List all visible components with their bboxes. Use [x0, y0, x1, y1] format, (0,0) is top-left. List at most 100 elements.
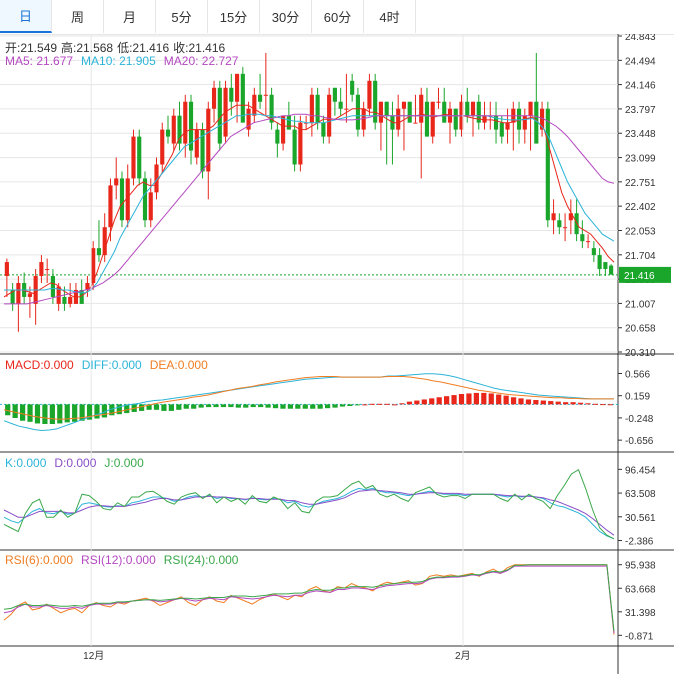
candle-body: [361, 108, 366, 130]
candle-body: [436, 101, 441, 103]
macd-bar: [161, 404, 167, 411]
macd-bar: [265, 404, 271, 408]
tab-7[interactable]: 4时: [364, 0, 416, 33]
tab-1[interactable]: 周: [52, 0, 104, 33]
candle-body: [177, 115, 182, 144]
open-value: 开:21.549: [5, 41, 58, 55]
rsi-info: RSI(6):0.000 RSI(12):0.000 RSI(24):0.000: [5, 553, 246, 567]
macd-bar: [399, 403, 405, 405]
candle-body: [194, 129, 199, 158]
last-price-label: 21.416: [624, 271, 655, 282]
dea-line: [3, 376, 614, 420]
kdj-info: K:0.000 D:0.000 J:0.000: [5, 456, 152, 470]
candle-body: [4, 262, 9, 277]
macd-bar: [12, 404, 18, 418]
candle-body: [367, 80, 372, 109]
macd-bar: [600, 404, 606, 406]
candle-body: [91, 248, 96, 283]
kdj-tick-label: 30.561: [625, 513, 656, 524]
macd-bar: [458, 394, 465, 405]
candle-body: [609, 265, 614, 275]
ma10-value: MA10: 21.905: [81, 54, 156, 68]
tab-0[interactable]: 日: [0, 0, 52, 33]
candle-body: [292, 129, 297, 165]
price-tick-label: 21.704: [625, 251, 656, 262]
candle-body: [125, 178, 130, 221]
macd-tick-label: -0.656: [625, 436, 654, 447]
macd-bar: [250, 404, 256, 408]
candle-body: [119, 178, 125, 221]
price-tick-label: 20.310: [625, 348, 656, 359]
macd-bar: [548, 401, 554, 405]
candle-body: [286, 115, 291, 130]
candle-body: [298, 122, 303, 165]
candle-body: [211, 87, 217, 109]
candle-body: [378, 101, 384, 123]
candle-body: [309, 94, 314, 123]
price-tick-label: 22.402: [625, 202, 656, 213]
macd-bar: [243, 404, 249, 408]
tab-4[interactable]: 15分: [208, 0, 260, 33]
tab-2[interactable]: 月: [104, 0, 156, 33]
candle-body: [188, 101, 194, 151]
macd-bar: [191, 404, 197, 409]
macd-bar: [287, 404, 294, 409]
price-tick-label: 21.007: [625, 299, 656, 310]
candle-body: [338, 101, 343, 109]
candle-body: [321, 122, 326, 137]
macd-bar: [34, 404, 41, 424]
candle-body: [229, 87, 234, 102]
candle-body: [10, 289, 15, 304]
macd-bar: [198, 404, 204, 408]
macd-bar: [302, 404, 308, 409]
tab-6[interactable]: 60分: [312, 0, 364, 33]
macd-bar: [116, 404, 122, 415]
macd-bar: [153, 404, 160, 410]
candle-body: [453, 108, 458, 130]
kdj-tick-label: 63.508: [625, 489, 656, 500]
candle-body: [183, 101, 188, 144]
macd-bar: [429, 398, 435, 405]
macd-bar: [213, 404, 219, 408]
tab-5[interactable]: 30分: [260, 0, 312, 33]
price-tick-label: 24.146: [625, 81, 656, 92]
candle-body: [563, 227, 568, 229]
candle-body: [114, 178, 119, 186]
macd-bar: [563, 402, 569, 405]
tab-3[interactable]: 5分: [156, 0, 208, 33]
dea-value: DEA:0.000: [149, 358, 208, 372]
candle-body: [516, 108, 522, 130]
ma10-line: [4, 113, 615, 294]
candle-body: [355, 94, 360, 130]
ma20-value: MA20: 22.727: [163, 54, 239, 68]
macd-bar: [451, 395, 457, 405]
macd-bar: [258, 404, 264, 408]
ohlc-info: 开:21.549 高:21.568 低:21.416 收:21.416: [5, 39, 233, 56]
macd-bar: [220, 404, 227, 408]
price-tick-label: 24.494: [625, 56, 656, 67]
rsi6-value: RSI(6):0.000: [5, 553, 74, 567]
rsi12-line: [3, 565, 615, 634]
candle-body: [137, 136, 142, 179]
macd-tick-label: -0.248: [625, 414, 654, 425]
macd-bar: [362, 404, 368, 406]
candle-body: [499, 122, 504, 137]
chart-canvas: 24.843 24.494 24.146 23.797 23.448 23.099 22.7…: [0, 34, 674, 674]
macd-bar: [57, 404, 63, 424]
last-price-badge: [619, 266, 671, 283]
macd-bar: [5, 404, 11, 416]
candle-body: [108, 185, 113, 228]
macd-bar: [414, 400, 420, 405]
candle-body: [217, 87, 222, 144]
macd-bar: [168, 404, 174, 411]
macd-bar: [339, 404, 346, 407]
macd-bar: [607, 404, 613, 406]
candle-body: [39, 262, 44, 277]
date-label: 12月: [83, 650, 104, 662]
price-tick-label: 23.099: [625, 154, 656, 165]
d-value: D:0.000: [54, 456, 97, 470]
macd-bar: [176, 404, 182, 410]
candle-body: [424, 101, 430, 137]
candle-body: [534, 101, 539, 144]
candle-body: [332, 87, 337, 102]
